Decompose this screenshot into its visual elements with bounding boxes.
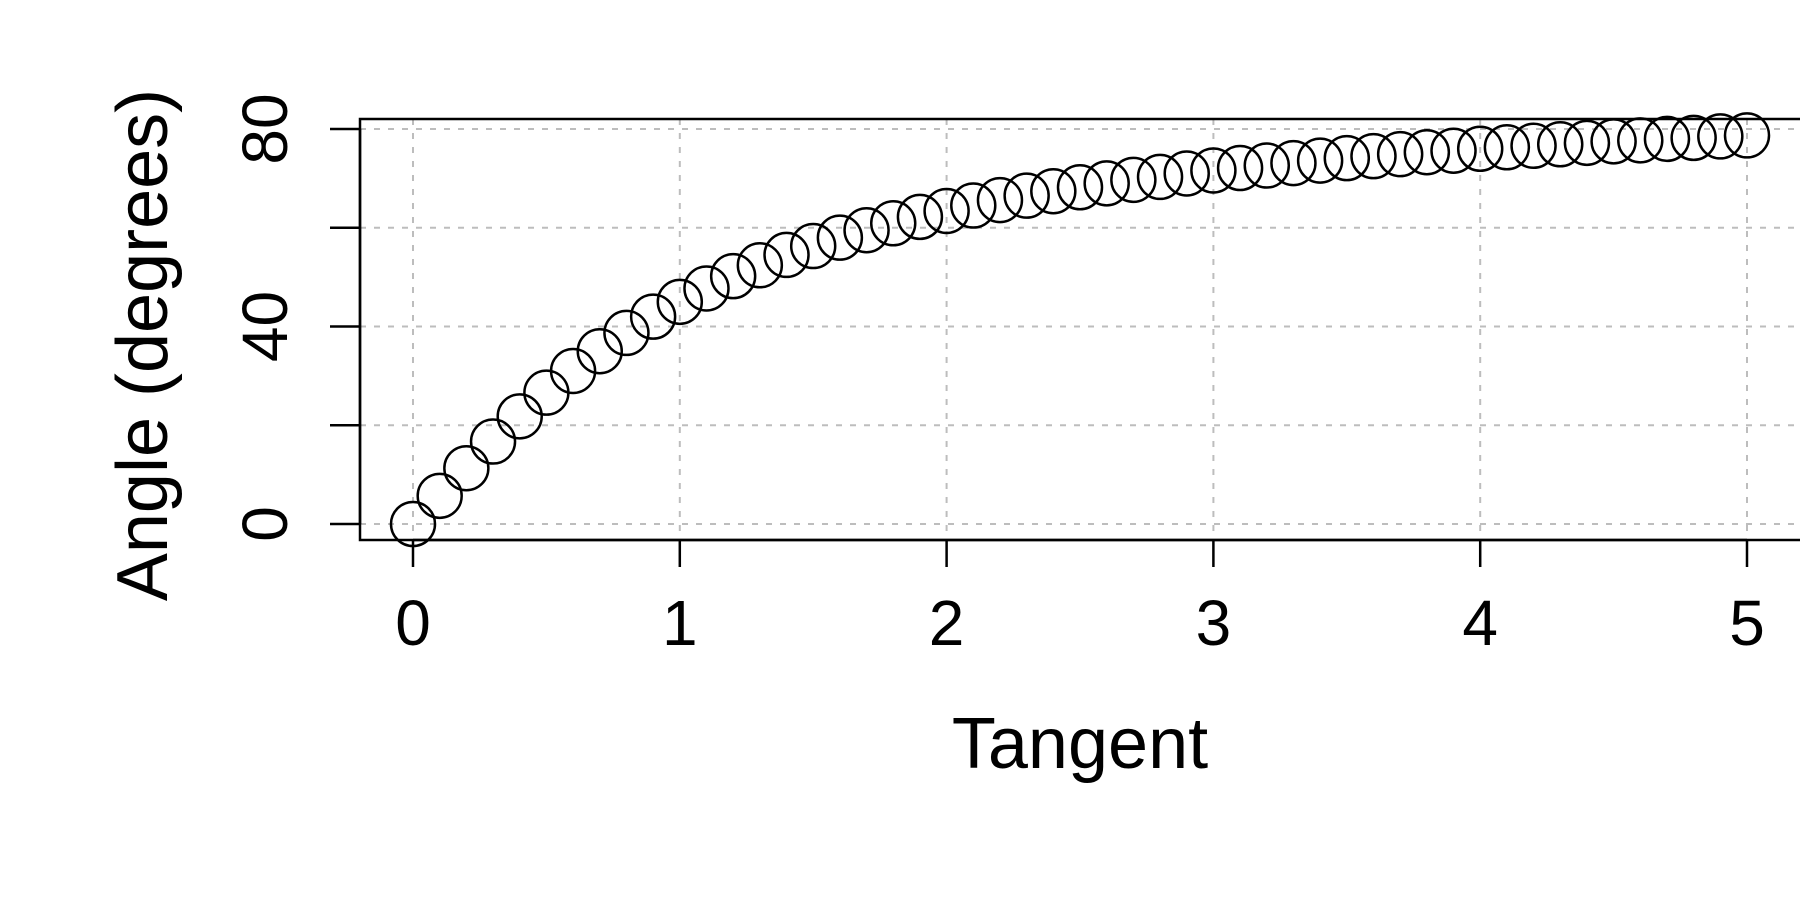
data-point	[1536, 121, 1584, 168]
data-point	[976, 176, 1024, 224]
data-point	[1430, 127, 1477, 174]
data-point	[469, 418, 517, 465]
data-point	[709, 252, 757, 300]
data-point	[416, 472, 463, 520]
data-point	[1350, 132, 1397, 180]
data-point	[1483, 124, 1531, 171]
data-point	[1456, 125, 1504, 172]
data-point	[496, 393, 543, 440]
data-point	[1723, 112, 1771, 159]
data-points	[389, 112, 1771, 548]
data-point	[1243, 142, 1291, 189]
data-point	[736, 242, 784, 289]
data-point	[549, 347, 597, 395]
y-axis-title: Angle (degrees)	[103, 89, 183, 601]
data-point	[1056, 164, 1104, 211]
data-point	[603, 309, 650, 357]
data-point	[1190, 147, 1237, 194]
data-point	[950, 182, 997, 229]
data-point	[1403, 128, 1451, 176]
data-point	[576, 327, 624, 375]
data-point	[1003, 172, 1050, 219]
plot-frame	[358, 117, 1800, 542]
data-point	[1510, 122, 1557, 170]
x-axis: 0 1 2 3 4 5	[395, 538, 1765, 659]
data-point	[629, 293, 677, 340]
data-point	[763, 231, 810, 279]
data-point	[1083, 160, 1130, 207]
data-point	[1617, 117, 1664, 164]
data-point	[1563, 119, 1611, 167]
x-tick-label: 0	[395, 587, 431, 659]
data-point	[1643, 115, 1691, 163]
data-point	[1697, 113, 1744, 160]
x-tick-label: 4	[1462, 587, 1498, 659]
data-point	[1590, 118, 1637, 165]
data-point	[1110, 156, 1157, 204]
data-point	[816, 214, 864, 261]
x-tick-label: 2	[929, 587, 965, 659]
x-axis-title: Tangent	[952, 704, 1208, 784]
data-point	[656, 278, 704, 326]
data-point	[896, 193, 944, 241]
data-point	[1670, 114, 1717, 162]
data-point	[923, 187, 970, 235]
data-point	[1136, 153, 1184, 201]
data-point	[789, 222, 837, 270]
data-point	[523, 369, 570, 416]
data-point	[1163, 150, 1210, 197]
x-tick-label: 3	[1196, 587, 1232, 659]
y-tick-label: 40	[229, 291, 301, 362]
data-point	[1270, 139, 1317, 187]
data-point	[443, 444, 490, 492]
x-tick-label: 1	[662, 587, 698, 659]
data-point	[843, 206, 890, 254]
data-point	[1376, 130, 1424, 178]
data-point	[1030, 167, 1077, 215]
grid	[360, 119, 1800, 540]
data-point	[869, 200, 917, 247]
data-point	[1296, 137, 1344, 184]
data-point	[1323, 134, 1371, 182]
y-tick-label: 0	[229, 506, 301, 542]
y-tick-label: 80	[229, 93, 301, 164]
data-point	[389, 500, 437, 548]
data-point	[683, 265, 730, 312]
data-point	[1216, 144, 1264, 192]
y-axis: 0 40 80	[229, 93, 362, 542]
x-tick-label: 5	[1729, 587, 1765, 659]
